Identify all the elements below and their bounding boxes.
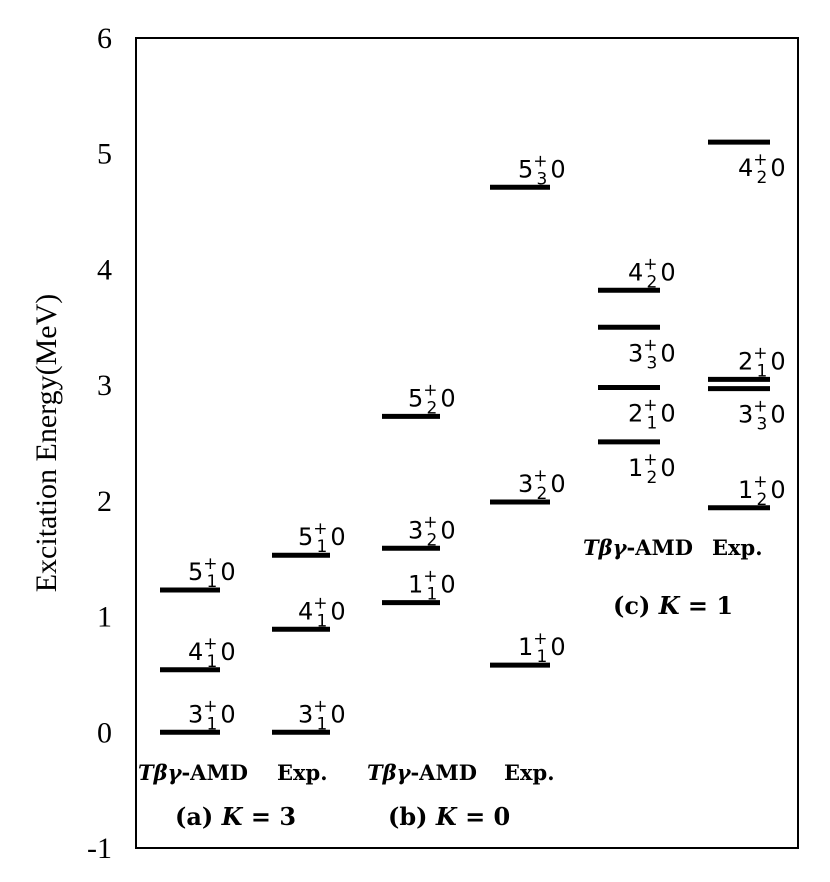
state-label: 5+ 1 0 [298, 519, 346, 557]
energy-levels: 3+ 1 0 4+ 1 0 5+ 1 0 3+ 1 0 4+ 1 0 5+ 1 0 1+ 1 0 3+ 2 0 5+ 2 0 1+ 1 0… [160, 139, 786, 735]
y-tick-label: 6 [97, 22, 112, 55]
state-label: 1+ 2 0 [738, 472, 786, 510]
y-tick-labels: -1 0 1 2 3 4 5 6 [87, 22, 112, 865]
state-label: 2+ 1 0 [628, 395, 676, 433]
state-label: 1+ 1 0 [518, 629, 566, 667]
state-label: 5+ 2 0 [408, 380, 456, 418]
column-label: Exp. [712, 535, 763, 560]
state-label: 1+ 1 0 [408, 567, 456, 605]
state-label: 3+ 2 0 [518, 466, 566, 504]
y-tick-label: 0 [97, 716, 112, 749]
group-labels: (a) K = 3 (b) K = 0 (c) K = 1 [175, 591, 733, 831]
column-label: Tβγ-AMD [583, 535, 693, 560]
group-label: (b) K = 0 [388, 802, 510, 831]
state-label: 3+ 1 0 [298, 696, 346, 734]
state-label: 5+ 1 0 [188, 554, 236, 592]
plot-frame [135, 37, 799, 849]
group-label: (c) K = 1 [613, 591, 733, 620]
column-label: Tβγ-AMD [138, 760, 248, 785]
state-label: 4+ 2 0 [738, 150, 786, 188]
column-labels: Tβγ-AMD Exp. Tβγ-AMD Exp. Tβγ-AMD Exp. [138, 535, 763, 785]
state-label: 3+ 3 0 [738, 397, 786, 435]
state-label: 3+ 3 0 [628, 335, 676, 373]
y-tick-label: 2 [97, 485, 112, 518]
y-tick-label: 1 [97, 601, 112, 634]
y-tick-label: 5 [97, 138, 112, 171]
state-label: 5+ 3 0 [518, 151, 566, 189]
state-label: 2+ 1 0 [738, 343, 786, 381]
y-tick-label: 4 [97, 253, 112, 286]
state-label: 4+ 2 0 [628, 254, 676, 292]
y-axis-label: Excitation Energy(MeV) [30, 294, 63, 593]
state-label: 1+ 2 0 [628, 450, 676, 488]
column-label: Exp. [504, 760, 555, 785]
column-label: Tβγ-AMD [367, 760, 477, 785]
state-label: 4+ 1 0 [298, 593, 346, 631]
group-label: (a) K = 3 [175, 802, 296, 831]
column-label: Exp. [277, 760, 328, 785]
state-label: 3+ 1 0 [188, 696, 236, 734]
y-tick-label: -1 [87, 832, 112, 865]
state-label: 3+ 2 0 [408, 512, 456, 550]
state-label: 4+ 1 0 [188, 634, 236, 672]
y-tick-label: 3 [97, 369, 112, 402]
